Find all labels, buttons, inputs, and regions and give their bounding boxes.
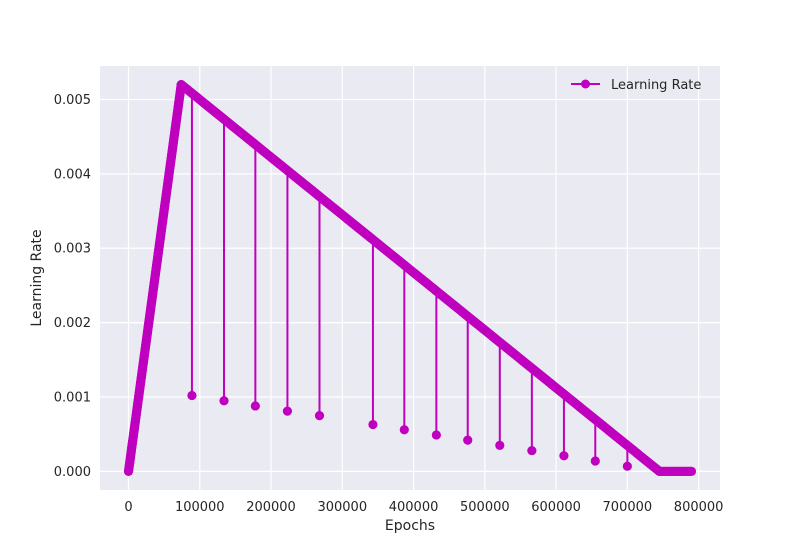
x-tick-label: 500000 <box>460 500 510 515</box>
y-tick-label: 0.003 <box>54 242 91 257</box>
restart-point <box>590 456 600 466</box>
x-tick-label: 700000 <box>603 500 653 515</box>
x-tick-label: 800000 <box>674 500 724 515</box>
y-tick-label: 0.005 <box>54 93 91 108</box>
legend-marker <box>581 79 590 89</box>
restart-point <box>622 461 632 471</box>
y-tick-label: 0.004 <box>54 167 91 182</box>
y-tick-label: 0.001 <box>54 391 91 406</box>
legend: Learning Rate <box>571 78 701 93</box>
x-tick-label: 200000 <box>246 500 296 515</box>
x-tick-label: 600000 <box>531 500 581 515</box>
restart-point <box>431 430 441 440</box>
restart-point <box>399 425 409 435</box>
restart-point <box>368 419 378 430</box>
restart-point <box>495 440 505 450</box>
grid-lines <box>100 66 720 490</box>
y-tick-label: 0.000 <box>54 465 91 480</box>
x-axis-label: Epochs <box>385 518 435 534</box>
restart-point <box>314 411 325 421</box>
restart-point <box>463 435 473 445</box>
restart-point <box>187 390 197 401</box>
legend-label: Learning Rate <box>611 78 701 93</box>
x-tick-label: 300000 <box>317 500 367 515</box>
restart-point <box>250 401 260 411</box>
x-tick-label: 100000 <box>175 500 225 515</box>
restart-point <box>282 406 293 416</box>
restart-point <box>527 445 537 456</box>
y-tick-labels: 0.000 0.001 0.002 0.003 0.004 0.005 <box>54 93 91 480</box>
plot-background <box>100 66 720 490</box>
y-axis-label: Learning Rate <box>29 229 45 326</box>
x-tick-label: 400000 <box>389 500 439 515</box>
y-tick-label: 0.002 <box>54 316 91 331</box>
restart-point <box>559 451 569 461</box>
series-learning-rate <box>123 80 697 476</box>
restart-point <box>219 396 229 406</box>
x-tick-label: 0 <box>124 500 132 515</box>
series-line <box>127 82 692 473</box>
x-tick-labels: 0 100000 200000 300000 400000 500000 600000 700… <box>124 500 723 515</box>
